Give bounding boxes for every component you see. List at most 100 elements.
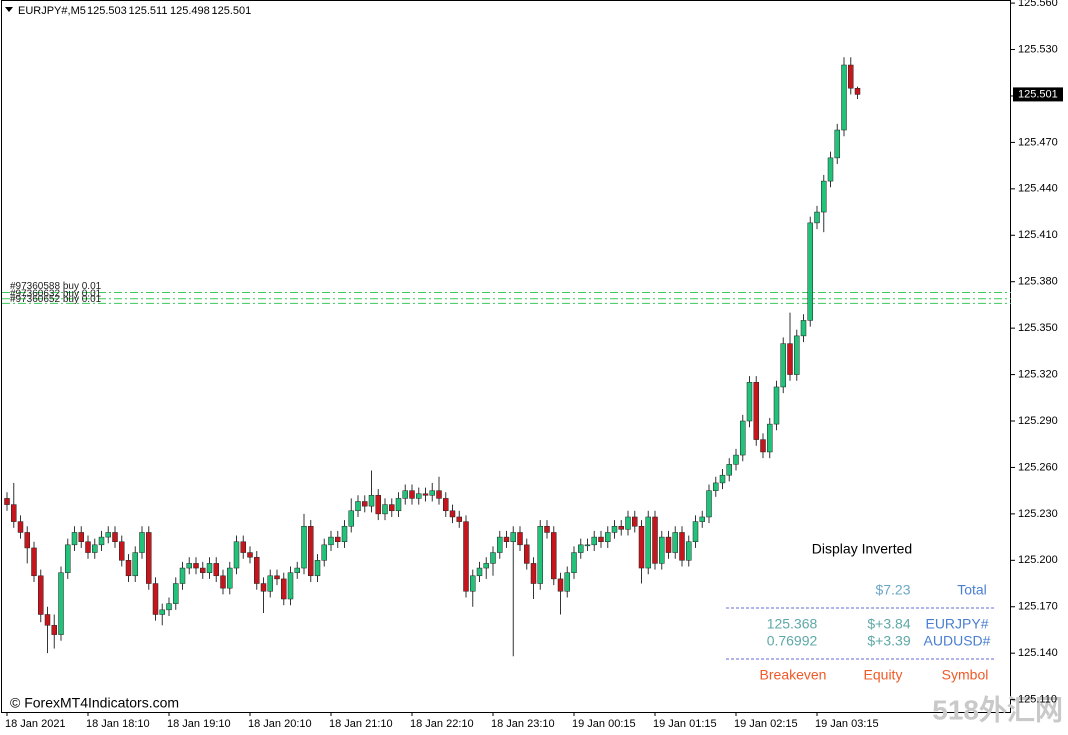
candle-body: [517, 532, 523, 546]
panel-column-header: Equity: [864, 667, 903, 683]
logo: 518外汇网: [932, 694, 1063, 725]
candle-body: [827, 157, 834, 182]
candle-body: [51, 625, 57, 635]
candle-body: [760, 439, 766, 453]
candle-body: [159, 609, 165, 615]
candle-body: [706, 490, 712, 518]
y-tick-label: 125.230: [1018, 508, 1058, 520]
x-tick-label: 18 Jan 20:10: [248, 718, 312, 730]
candle-body: [206, 563, 213, 573]
chart-title: EURJPY#,M5: [18, 5, 86, 17]
candle-body: [605, 532, 611, 542]
candle-body: [125, 560, 132, 577]
candle-body: [645, 516, 651, 569]
menu-icon[interactable]: [5, 7, 13, 12]
header-value: 125.511: [129, 5, 168, 17]
candle-body: [193, 563, 199, 569]
candle-body: [699, 516, 705, 522]
candle-body: [44, 614, 51, 626]
candle-body: [274, 575, 280, 580]
header-value: 125.501: [212, 5, 252, 17]
candle-body: [173, 583, 179, 604]
candle-body: [348, 510, 354, 527]
order-label: #97360588 buy 0.01: [10, 281, 102, 292]
y-tick-label: 125.260: [1018, 461, 1058, 473]
candle-body: [692, 521, 699, 542]
candle-body: [11, 504, 17, 522]
candle-body: [652, 516, 658, 564]
panel-column-header: Breakeven: [760, 667, 827, 683]
candle-body: [281, 578, 287, 600]
y-tick-label: 125.380: [1018, 276, 1058, 288]
candle-body: [328, 536, 334, 546]
candle-body: [443, 498, 449, 512]
panel-cell: 0.76992: [767, 633, 818, 649]
candle-body: [679, 532, 685, 561]
candle-body: [625, 516, 631, 530]
candle-body: [638, 526, 645, 569]
candle-body: [213, 563, 219, 577]
candle-body: [78, 532, 84, 542]
candle-body: [355, 501, 361, 512]
candle-body: [146, 532, 152, 584]
candle-body: [314, 560, 321, 577]
candle-body: [422, 493, 429, 496]
candle-body: [31, 547, 37, 577]
price-label: 125.501: [1018, 88, 1058, 100]
candle-body: [591, 536, 597, 546]
plot-frame: [1, 0, 1011, 713]
candle-body: [186, 563, 192, 569]
y-tick-label: 125.320: [1018, 368, 1058, 380]
y-tick-label: 125.170: [1018, 601, 1058, 613]
candle-body: [794, 335, 800, 375]
candle-body: [429, 490, 435, 496]
x-tick-label: 19 Jan 02:15: [734, 718, 798, 730]
candle-body: [179, 567, 186, 584]
candle-body: [362, 501, 368, 507]
candle-body: [38, 575, 44, 615]
y-tick-label: 125.350: [1018, 322, 1058, 334]
total-value: $7.23: [875, 582, 910, 598]
candle-body: [841, 64, 847, 131]
candle-body: [719, 474, 726, 484]
candle-body: [618, 526, 624, 530]
x-tick-label: 19 Jan 03:15: [815, 718, 879, 730]
header-value: 125.503: [87, 5, 127, 17]
candle-body: [335, 536, 341, 542]
candle-body: [287, 572, 294, 600]
candle-body: [800, 320, 807, 337]
candle-body: [402, 490, 408, 499]
panel-cell: $+3.84: [867, 616, 910, 632]
panel-column-header: Symbol: [942, 667, 989, 683]
x-tick-label: 18 Jan 22:10: [410, 718, 474, 730]
x-tick-label: 18 Jan 23:10: [491, 718, 555, 730]
x-tick-label: 18 Jan 2021: [5, 718, 66, 730]
candle-body: [368, 495, 375, 507]
y-tick-label: 125.200: [1018, 554, 1058, 566]
candle-body: [557, 578, 564, 592]
candle-body: [821, 180, 827, 213]
candle-body: [483, 563, 489, 569]
candle-body: [240, 541, 246, 553]
candle-body: [308, 526, 314, 577]
candle-body: [375, 495, 381, 515]
candle-body: [584, 544, 591, 547]
y-tick-label: 125.560: [1018, 0, 1058, 9]
candle-body: [456, 516, 462, 522]
candle-body: [746, 382, 753, 422]
y-tick-label: 125.410: [1018, 229, 1058, 241]
candle-body: [233, 541, 240, 569]
panel-cell: AUDUSD#: [924, 633, 991, 649]
y-tick-label: 125.140: [1018, 647, 1058, 659]
candle-body: [490, 552, 496, 564]
candle-body: [166, 603, 172, 611]
candle-body: [409, 490, 415, 499]
candle-body: [341, 526, 348, 542]
candle-body: [139, 532, 145, 553]
order-label: #97360652 buy 0.01: [10, 294, 102, 305]
y-tick-label: 125.470: [1018, 136, 1058, 148]
candle-body: [767, 423, 773, 453]
candle-body: [321, 544, 327, 561]
